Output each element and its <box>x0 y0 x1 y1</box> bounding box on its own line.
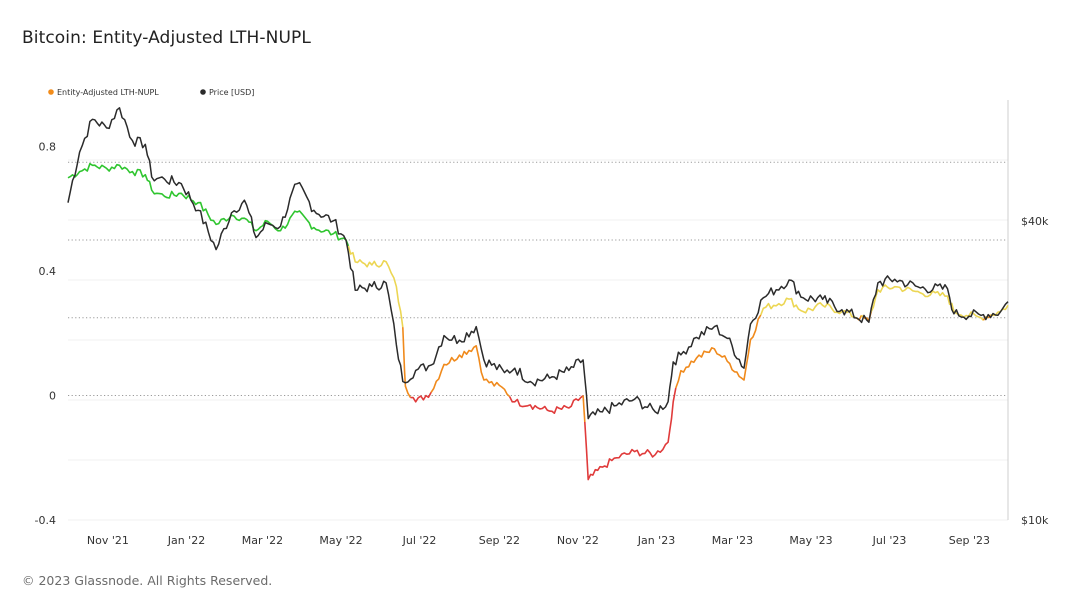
y-left-tick-label: 0 <box>49 390 56 403</box>
nupl-line-segment <box>347 245 404 328</box>
nupl-line-segment <box>508 394 584 415</box>
legend-label-price: Price [USD] <box>209 88 254 97</box>
legend-label-nupl: Entity-Adjusted LTH-NUPL <box>57 88 159 97</box>
series-layer <box>67 107 1009 481</box>
x-tick-label: Jul '22 <box>402 534 437 547</box>
x-tick-label: Jan '22 <box>167 534 205 547</box>
x-tick-label: Sep '22 <box>479 534 520 547</box>
chart-title: Bitcoin: Entity-Adjusted LTH-NUPL <box>22 28 311 48</box>
legend-marker-price <box>200 89 206 95</box>
x-tick-label: Jan '23 <box>637 534 675 547</box>
nupl-line-segment <box>870 284 984 321</box>
y-right-tick-label: $10k <box>1021 514 1049 527</box>
x-tick-label: Nov '22 <box>557 534 599 547</box>
nupl-line-segment <box>410 392 432 403</box>
x-tick-label: Nov '21 <box>87 534 129 547</box>
nupl-line-segment <box>402 327 412 399</box>
y-left-tick-label: -0.4 <box>35 514 56 527</box>
y-left-tick-label: 0.4 <box>39 265 57 278</box>
x-tick-label: May '23 <box>789 534 832 547</box>
x-tick-label: Jul '23 <box>872 534 907 547</box>
x-tick-label: Mar '22 <box>242 534 283 547</box>
x-tick-label: Sep '23 <box>949 534 990 547</box>
price-line <box>67 107 1009 420</box>
x-tick-label: Mar '23 <box>712 534 753 547</box>
nupl-line-segment <box>430 344 511 398</box>
nupl-line-segment <box>584 387 677 481</box>
nupl-line-segment <box>67 162 350 247</box>
legend: Entity-Adjusted LTH-NUPL Price [USD] <box>48 88 254 97</box>
grid-layer <box>68 159 1008 521</box>
nupl-line-segment <box>990 304 1009 317</box>
copyright-footer: © 2023 Glassnode. All Rights Reserved. <box>22 573 273 588</box>
nupl-line-segment <box>760 297 857 319</box>
nupl-line-segment <box>675 314 762 389</box>
x-tick-label: May '22 <box>319 534 362 547</box>
axis-layer: 0.8 0.4 0 -0.4 $40k $10k Nov '21 Jan '22 Mar '22… <box>35 100 1049 547</box>
legend-marker-nupl <box>48 89 54 95</box>
y-right-tick-label: $40k <box>1021 215 1049 228</box>
nupl-line-segment <box>582 395 586 423</box>
y-left-tick-label: 0.8 <box>39 141 57 154</box>
